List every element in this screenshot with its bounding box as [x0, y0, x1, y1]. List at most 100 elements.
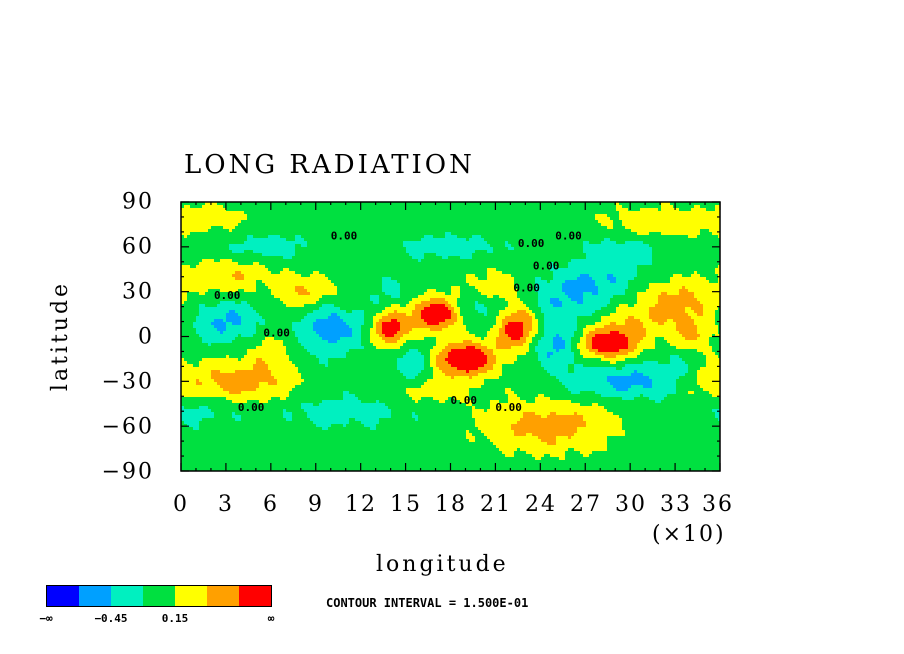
contour-cell — [262, 325, 266, 329]
contour-cell — [205, 238, 209, 242]
contour-cell — [331, 448, 335, 452]
contour-cell — [346, 202, 350, 206]
contour-cell — [328, 391, 332, 395]
contour-cell — [277, 259, 281, 263]
contour-cell — [322, 379, 326, 383]
contour-cell — [184, 238, 188, 242]
contour-cell — [190, 415, 194, 419]
contour-cell — [328, 403, 332, 407]
contour-cell — [307, 394, 311, 398]
contour-cell — [253, 265, 257, 269]
contour-cell — [217, 298, 221, 302]
contour-cell — [214, 241, 218, 245]
contour-cell — [184, 307, 188, 311]
contour-cell — [286, 448, 290, 452]
contour-cell — [244, 388, 248, 392]
contour-cell — [235, 337, 239, 341]
contour-cell — [319, 451, 323, 455]
contour-cell — [331, 436, 335, 440]
contour-cell — [250, 448, 254, 452]
contour-cell — [304, 328, 308, 332]
contour-cell — [259, 355, 263, 359]
contour-cell — [211, 331, 215, 335]
contour-cell — [241, 202, 245, 206]
contour-cell — [265, 310, 269, 314]
contour-cell — [268, 289, 272, 293]
contour-cell — [328, 223, 332, 227]
contour-cell — [205, 262, 209, 266]
contour-cell — [235, 310, 239, 314]
contour-cell — [328, 316, 332, 320]
contour-cell — [274, 400, 278, 404]
contour-cell — [316, 292, 320, 296]
contour-cell — [274, 280, 278, 284]
contour-cell — [187, 343, 191, 347]
contour-cell — [241, 259, 245, 263]
contour-cell — [214, 277, 218, 281]
contour-cell — [334, 256, 338, 260]
contour-cell — [223, 406, 227, 410]
contour-cell — [253, 400, 257, 404]
contour-cell — [310, 346, 314, 350]
contour-cell — [220, 454, 224, 458]
contour-cell — [253, 385, 257, 389]
contour-cell — [187, 253, 191, 257]
contour-cell — [250, 280, 254, 284]
contour-cell — [262, 442, 266, 446]
contour-cell — [334, 295, 338, 299]
contour-cell — [322, 277, 326, 281]
contour-cell — [193, 418, 197, 422]
contour-cell — [277, 253, 281, 257]
contour-cell — [313, 247, 317, 251]
contour-cell — [286, 427, 290, 431]
contour-cell — [313, 238, 317, 242]
contour-cell — [232, 427, 236, 431]
contour-cell — [205, 295, 209, 299]
contour-cell — [235, 220, 239, 224]
contour-cell — [187, 214, 191, 218]
contour-cell — [340, 409, 344, 413]
contour-cell — [319, 289, 323, 293]
contour-cell — [217, 238, 221, 242]
contour-cell — [202, 262, 206, 266]
contour-cell — [316, 337, 320, 341]
contour-cell — [280, 433, 284, 437]
contour-cell — [343, 370, 347, 374]
contour-cell — [289, 415, 293, 419]
contour-cell — [193, 310, 197, 314]
contour-cell — [307, 205, 311, 209]
contour-cell — [196, 421, 200, 425]
contour-cell — [331, 304, 335, 308]
contour-cell — [337, 202, 341, 206]
contour-cell — [343, 391, 347, 395]
contour-cell — [334, 235, 338, 239]
contour-cell — [199, 334, 203, 338]
contour-cell — [211, 337, 215, 341]
contour-cell — [181, 283, 185, 287]
contour-cell — [334, 412, 338, 416]
contour-cell — [235, 382, 239, 386]
contour-cell — [280, 382, 284, 386]
contour-cell — [259, 211, 263, 215]
contour-cell — [316, 427, 320, 431]
contour-cell — [214, 439, 218, 443]
contour-cell — [298, 307, 302, 311]
contour-cell — [301, 232, 305, 236]
contour-cell — [241, 214, 245, 218]
contour-cell — [205, 436, 209, 440]
contour-cell — [343, 211, 347, 215]
contour-cell — [199, 214, 203, 218]
contour-cell — [271, 340, 275, 344]
contour-cell — [310, 421, 314, 425]
contour-cell — [244, 244, 248, 248]
contour-cell — [238, 355, 242, 359]
contour-cell — [286, 331, 290, 335]
contour-cell — [223, 268, 227, 272]
contour-cell — [199, 298, 203, 302]
contour-cell — [307, 331, 311, 335]
contour-cell — [304, 370, 308, 374]
contour-cell — [193, 283, 197, 287]
contour-cell — [250, 268, 254, 272]
contour-cell — [310, 244, 314, 248]
contour-cell — [277, 400, 281, 404]
